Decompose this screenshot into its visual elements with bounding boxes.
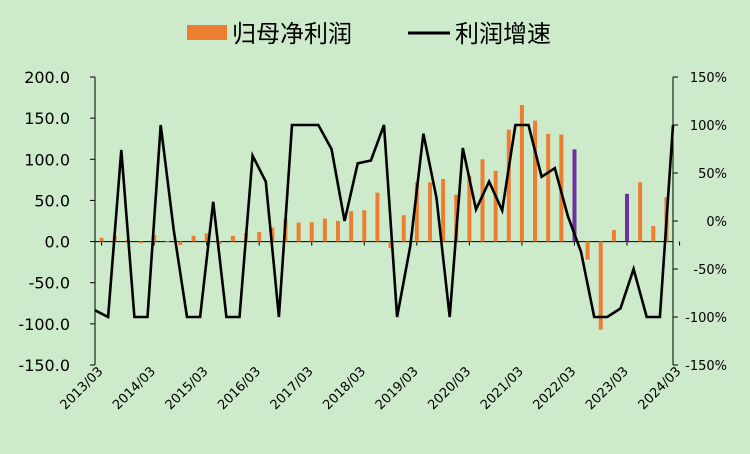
legend-line-label: 利润增速	[455, 20, 551, 48]
bar	[572, 149, 577, 242]
bar	[414, 182, 419, 242]
x-tick-label: 2015/03	[163, 364, 212, 413]
x-tick-label: 2017/03	[268, 364, 317, 413]
bar	[519, 104, 524, 242]
bar	[625, 193, 630, 242]
bar	[191, 235, 196, 242]
axes: 200.0 150.0 100.0 50.0 0.0 -50.0 -100.0 -150.0 1…	[18, 68, 727, 413]
bar	[204, 233, 209, 242]
left-tick-label: 100.0	[24, 150, 70, 169]
bar	[598, 241, 603, 330]
legend: 归母净利润 利润增速	[187, 20, 551, 48]
left-tick-label: -150.0	[18, 356, 70, 375]
bar	[257, 232, 262, 242]
bar	[546, 133, 551, 242]
bar	[165, 241, 170, 242]
x-tick-label: 2016/03	[215, 364, 264, 413]
bar	[493, 170, 498, 242]
legend-bar-label: 归母净利润	[232, 20, 352, 48]
left-tick-label: 50.0	[34, 191, 70, 210]
right-tick-label: 150%	[690, 71, 727, 86]
bar	[611, 230, 616, 242]
bar	[178, 241, 183, 245]
right-tick-label: 0%	[706, 215, 727, 230]
right-tick-label: -100%	[685, 311, 727, 326]
right-tick-label: -50%	[693, 263, 727, 278]
bar	[533, 120, 538, 242]
bar	[99, 237, 104, 242]
bar	[336, 221, 341, 242]
bar	[322, 218, 327, 242]
bar	[138, 241, 143, 244]
x-tick-label: 2021/03	[478, 364, 527, 413]
bar	[296, 222, 301, 242]
bar	[388, 241, 393, 249]
right-tick-label: 50%	[698, 167, 727, 182]
bar	[638, 182, 643, 242]
left-tick-label: 200.0	[24, 68, 70, 87]
bar	[217, 241, 222, 245]
bar	[401, 215, 406, 242]
bar	[309, 222, 314, 242]
growth-line-group	[94, 123, 675, 320]
bar	[585, 241, 590, 260]
bar	[375, 192, 380, 242]
bar	[506, 129, 511, 242]
right-tick-label: -150%	[685, 359, 727, 374]
bar	[467, 175, 472, 242]
bar	[270, 227, 275, 242]
bar	[230, 235, 235, 242]
bar	[362, 210, 367, 242]
x-tick-label: 2023/03	[583, 364, 632, 413]
left-tick-label: -50.0	[29, 274, 70, 293]
right-tick-label: 100%	[690, 119, 727, 134]
x-tick-label: 2022/03	[531, 364, 580, 413]
x-tick-label: 2024/03	[636, 364, 685, 413]
x-tick-label: 2020/03	[425, 364, 474, 413]
x-tick-label: 2019/03	[373, 364, 422, 413]
x-tick-label: 2014/03	[110, 364, 159, 413]
bar	[480, 159, 485, 242]
bar	[349, 211, 354, 242]
left-tick-label: 0.0	[45, 233, 70, 252]
x-tick-label: 2018/03	[320, 364, 369, 413]
bar	[651, 225, 656, 242]
bar	[427, 182, 432, 242]
growth-line	[94, 123, 675, 320]
legend-bar-swatch	[187, 25, 227, 40]
left-tick-label: -100.0	[18, 315, 70, 334]
left-tick-label: 150.0	[24, 109, 70, 128]
bar	[441, 179, 446, 242]
